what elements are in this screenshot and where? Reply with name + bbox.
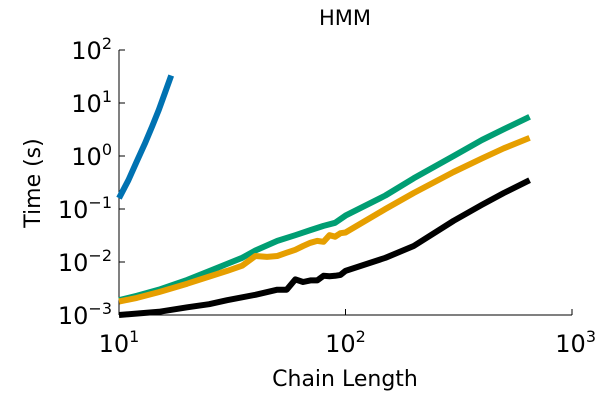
chart-title: HMM xyxy=(319,6,371,30)
series-line-3 xyxy=(118,177,531,318)
x-tick-base: 10 xyxy=(555,330,586,358)
y-tick-label: 100 xyxy=(71,140,112,171)
y-tick-label: 101 xyxy=(71,87,112,118)
x-tick-label: 103 xyxy=(555,327,596,358)
x-tick-label: 101 xyxy=(99,327,140,358)
x-tick-exponent: 1 xyxy=(129,327,139,346)
y-tick-label: 10−3 xyxy=(58,299,112,330)
y-tick-label: 10−1 xyxy=(58,193,112,224)
x-tick-exponent: 3 xyxy=(586,327,596,346)
y-tick-exponent: −1 xyxy=(88,193,112,212)
y-tick-label: 102 xyxy=(71,34,112,65)
y-tick-base: 10 xyxy=(58,249,89,277)
y-tick-base: 10 xyxy=(71,143,102,171)
series-group xyxy=(116,74,531,318)
y-tick-exponent: −2 xyxy=(88,246,112,265)
series-line-0 xyxy=(116,74,175,200)
x-axis-label: Chain Length xyxy=(272,367,418,392)
y-tick-exponent: −3 xyxy=(88,299,112,318)
y-tick-label: 10−2 xyxy=(58,246,112,277)
y-axis-label: Time (s) xyxy=(21,138,46,228)
x-tick-base: 10 xyxy=(325,330,356,358)
x-tick-base: 10 xyxy=(99,330,130,358)
y-tick-base: 10 xyxy=(71,37,102,65)
series-line-1 xyxy=(118,114,531,304)
y-tick-base: 10 xyxy=(58,302,89,330)
y-tick-exponent: 0 xyxy=(102,140,112,159)
y-tick-base: 10 xyxy=(58,196,89,224)
series-line-2 xyxy=(118,135,531,305)
x-tick-exponent: 2 xyxy=(356,327,366,346)
x-tick-label: 102 xyxy=(325,327,366,358)
y-tick-exponent: 2 xyxy=(102,34,112,53)
x-ticks: 101 102 103 xyxy=(99,309,596,358)
y-tick-base: 10 xyxy=(71,90,102,118)
y-tick-exponent: 1 xyxy=(102,87,112,106)
